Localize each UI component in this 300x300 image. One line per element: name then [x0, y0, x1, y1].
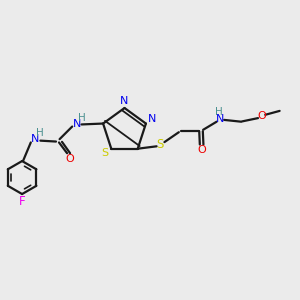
Text: O: O — [65, 154, 74, 164]
Text: N: N — [120, 95, 129, 106]
Text: H: H — [36, 128, 44, 138]
Text: S: S — [157, 138, 164, 151]
Text: H: H — [78, 113, 86, 123]
Text: N: N — [216, 114, 224, 124]
Text: S: S — [101, 148, 108, 158]
Text: O: O — [257, 111, 266, 121]
Text: F: F — [19, 195, 26, 208]
Text: H: H — [215, 106, 223, 116]
Text: O: O — [198, 145, 207, 155]
Text: N: N — [31, 134, 39, 144]
Text: N: N — [73, 119, 81, 129]
Text: N: N — [148, 114, 157, 124]
